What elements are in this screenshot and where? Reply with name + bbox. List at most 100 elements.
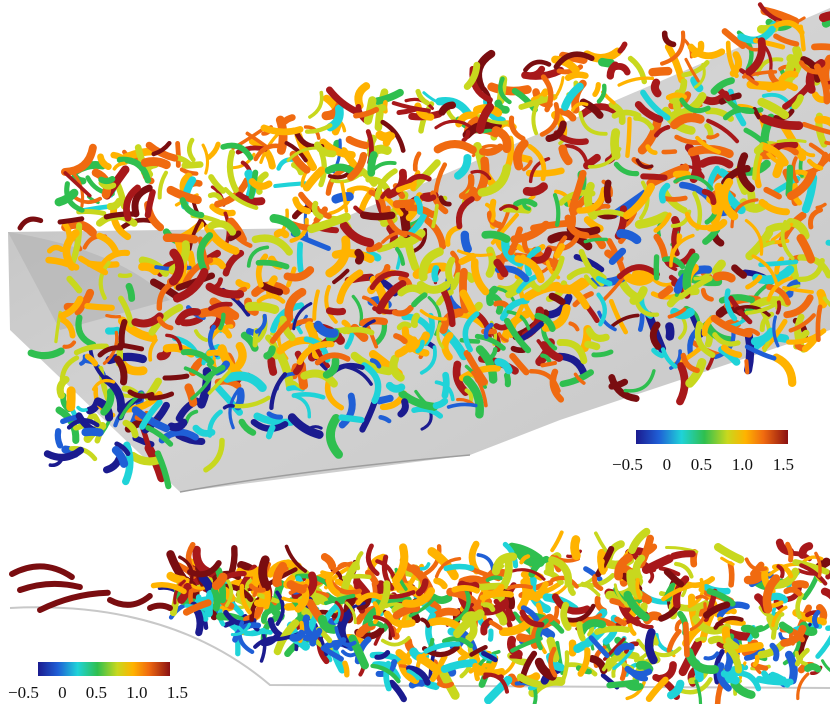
vortex-tube <box>62 340 77 349</box>
vortex-tube <box>266 411 284 420</box>
vortex-tube <box>567 582 576 596</box>
vortex-tube <box>594 625 631 635</box>
vortex-tube <box>131 406 170 433</box>
vortex-tube <box>230 622 251 637</box>
vortex-tube <box>157 170 168 200</box>
vortex-tube <box>540 255 565 290</box>
vortex-tube <box>710 314 753 338</box>
top-colorbar-label: 1.0 <box>731 455 753 474</box>
vortex-tube <box>118 318 128 349</box>
vortex-tube <box>665 92 687 101</box>
vortex-tube <box>481 650 498 663</box>
vortex-tube <box>640 173 668 181</box>
vortex-tube <box>771 564 794 579</box>
vortex-tube <box>665 322 675 341</box>
vortex-tube <box>543 569 564 586</box>
vortex-tube <box>411 292 428 308</box>
vortex-tube <box>745 274 763 290</box>
vortex-tube <box>588 635 610 658</box>
vortex-tube <box>206 362 220 372</box>
vortex-tube <box>656 661 677 683</box>
vortex-tube <box>503 372 511 388</box>
vortex-tube <box>382 132 396 147</box>
vortex-tube <box>758 198 790 216</box>
vortex-tube <box>690 76 704 93</box>
vortex-tube <box>474 49 496 92</box>
vortex-tube <box>821 14 830 28</box>
vortex-tube <box>234 341 247 370</box>
vortex-tube <box>645 144 658 156</box>
vortex-tube <box>423 641 461 654</box>
vortex-tube <box>727 561 735 588</box>
vortex-tube <box>744 557 768 572</box>
vortex-tube <box>767 69 780 85</box>
vortex-tube <box>767 592 789 604</box>
vortex-tube <box>187 137 196 163</box>
vortex-tube <box>73 343 109 356</box>
vortex-tube <box>267 357 278 376</box>
vortex-tube <box>560 601 572 631</box>
vortex-tube <box>577 647 591 677</box>
vortex-tube <box>66 418 100 430</box>
vortex-tube <box>728 295 753 325</box>
vortex-tube <box>534 312 556 332</box>
vortex-tube <box>103 211 138 220</box>
vortex-tube <box>786 328 827 345</box>
vortex-tube <box>375 280 407 315</box>
vortex-tube <box>614 616 627 627</box>
vortex-tube <box>284 141 308 163</box>
vortex-tube <box>799 563 828 586</box>
vortex-tube <box>302 166 326 192</box>
vortex-tube <box>462 186 478 202</box>
vortex-tube <box>419 345 437 375</box>
vortex-tube <box>670 550 696 560</box>
vortex-tube <box>449 272 462 291</box>
vortex-tube <box>372 601 381 625</box>
vortex-tube <box>69 222 83 265</box>
vortex-tube <box>813 63 830 105</box>
vortex-tube <box>464 388 474 404</box>
vortex-tube <box>114 441 131 457</box>
vortex-tube <box>222 371 267 392</box>
vortex-tube <box>462 375 484 419</box>
vortex-tube <box>752 142 764 181</box>
vortex-tube <box>761 92 795 112</box>
vortex-tube <box>424 217 447 250</box>
vortex-tube <box>369 270 410 291</box>
vortex-tube <box>347 151 368 181</box>
vortex-tube <box>276 352 295 391</box>
vortex-tube <box>666 629 682 653</box>
vortex-tube <box>118 295 135 328</box>
side-colorbar <box>38 662 170 676</box>
vortex-tube <box>637 312 645 332</box>
vortex-tube <box>308 90 324 119</box>
vortex-tube <box>684 211 710 231</box>
vortex-tube <box>679 97 711 114</box>
vortex-tube <box>203 437 225 473</box>
side-view <box>9 527 830 704</box>
vortex-tube <box>617 41 628 54</box>
vortex-tube <box>487 82 532 96</box>
vortex-tube <box>45 256 80 271</box>
vortex-tube <box>165 333 183 351</box>
vortex-tube <box>639 180 650 220</box>
vortex-tube <box>394 345 410 358</box>
vortex-tube <box>440 659 478 673</box>
vortex-tube <box>608 374 640 402</box>
vortex-tube <box>720 556 735 566</box>
vortex-tube <box>560 650 570 684</box>
vortex-tube <box>281 596 303 603</box>
vortex-tube <box>507 542 544 564</box>
vortex-tube <box>703 651 720 661</box>
vortex-tube <box>43 446 85 461</box>
vortex-tube <box>609 598 628 608</box>
vortex-tube <box>595 545 615 578</box>
vortex-tube <box>357 166 378 187</box>
vortex-tube <box>491 552 518 576</box>
vortex-tube <box>206 349 225 357</box>
vortex-tube <box>637 116 663 155</box>
vortex-tube <box>610 313 640 328</box>
vortex-tube <box>392 198 417 209</box>
vortex-tube <box>653 124 671 138</box>
vortex-tube <box>245 131 268 149</box>
